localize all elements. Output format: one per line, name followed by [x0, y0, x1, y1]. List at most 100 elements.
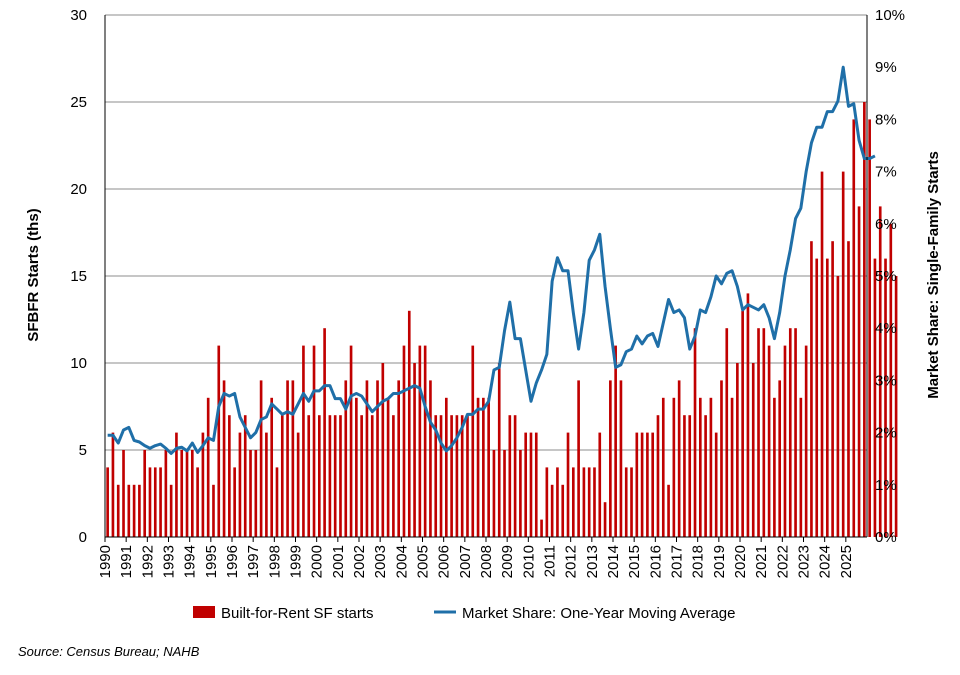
bar [413, 363, 416, 537]
bar [122, 450, 125, 537]
x-tick-label: 2001 [330, 545, 347, 578]
bar [746, 293, 750, 537]
y2-tick-label: 3% [875, 372, 897, 389]
x-tick-label: 2020 [732, 545, 749, 578]
bar [471, 345, 475, 537]
legend-bar-label: Built-for-Rent SF starts [221, 605, 374, 622]
bar [598, 432, 602, 537]
bar [698, 397, 702, 537]
bar [238, 432, 242, 537]
bar [762, 328, 766, 537]
bar [222, 380, 226, 537]
y-axis-title: SFBFR Starts (ths) [25, 208, 42, 341]
market-share-line [107, 65, 876, 455]
bar [397, 380, 401, 537]
x-tick-label: 2015 [626, 545, 643, 578]
x-tick-label: 2009 [499, 545, 516, 578]
source-note: Source: Census Bureau; NAHB [18, 644, 200, 659]
bar [757, 328, 760, 537]
bar [111, 432, 115, 537]
bar [265, 432, 268, 537]
bar [571, 467, 575, 537]
bar [323, 328, 326, 537]
legend: Built-for-Rent SF starts Market Share: O… [193, 605, 736, 622]
x-tick-label: 2006 [436, 545, 453, 578]
bar [476, 397, 480, 537]
bar [540, 519, 543, 537]
bar [138, 484, 141, 537]
bar [508, 415, 512, 537]
bar [482, 397, 485, 537]
bar [175, 432, 178, 537]
x-tick-label: 2005 [415, 545, 432, 578]
bar [317, 415, 321, 537]
bar-series [106, 102, 898, 538]
x-tick-label: 1991 [118, 545, 135, 578]
bar [852, 119, 856, 538]
bar [444, 397, 448, 537]
y2-tick-label: 10% [875, 7, 905, 24]
bar [492, 450, 496, 537]
bar [767, 345, 771, 537]
bar [736, 363, 739, 537]
bar [185, 450, 189, 537]
bar [619, 380, 623, 537]
bar [545, 467, 549, 537]
gridlines [105, 14, 867, 451]
bar [153, 467, 157, 537]
bar [550, 484, 554, 537]
bar [280, 415, 284, 537]
bar [868, 119, 871, 538]
bar [429, 380, 432, 537]
bar [688, 415, 692, 537]
bar [534, 432, 538, 537]
bar [370, 415, 374, 537]
bar [609, 380, 612, 537]
y2-tick-label: 8% [875, 111, 897, 128]
y2-tick-label: 6% [875, 216, 897, 233]
x-tick-labels: 1990 1991 1992 1993 1994 1995 1996 1997 1998 1999… [97, 537, 855, 578]
bar [286, 380, 289, 537]
y-tick-label: 5 [79, 442, 87, 459]
bar [339, 415, 342, 537]
bar [434, 415, 438, 537]
bar [836, 276, 840, 537]
bar [355, 397, 358, 537]
bar [376, 380, 379, 537]
bar [169, 484, 173, 537]
bar [439, 415, 443, 537]
bar [164, 450, 168, 537]
y2-tick-label: 9% [875, 59, 897, 76]
bar [720, 380, 723, 537]
bar [296, 432, 300, 537]
bar [815, 258, 819, 537]
x-tick-label: 2011 [542, 545, 559, 577]
bar [455, 415, 459, 537]
bar [810, 241, 813, 537]
bar [820, 171, 824, 537]
bar [794, 328, 797, 537]
y-tick-labels: 0 5 10 15 20 25 30 [70, 7, 87, 546]
bar [593, 467, 596, 537]
bar [254, 450, 258, 537]
bar [624, 467, 628, 537]
bar [582, 467, 586, 537]
bar [788, 328, 792, 537]
bar [556, 467, 559, 537]
bar [640, 432, 644, 537]
bar [344, 380, 348, 537]
bar [603, 502, 607, 537]
bar [201, 432, 205, 537]
bar [190, 450, 194, 537]
y-tick-label: 15 [70, 268, 87, 285]
bar [751, 363, 755, 537]
bar [614, 345, 617, 537]
bar [884, 258, 887, 537]
bar [566, 432, 570, 537]
bar [132, 484, 136, 537]
x-tick-label: 2019 [711, 545, 728, 578]
y-tick-label: 25 [70, 94, 87, 111]
bar [228, 415, 231, 537]
bar [450, 415, 453, 537]
bar [270, 397, 274, 537]
